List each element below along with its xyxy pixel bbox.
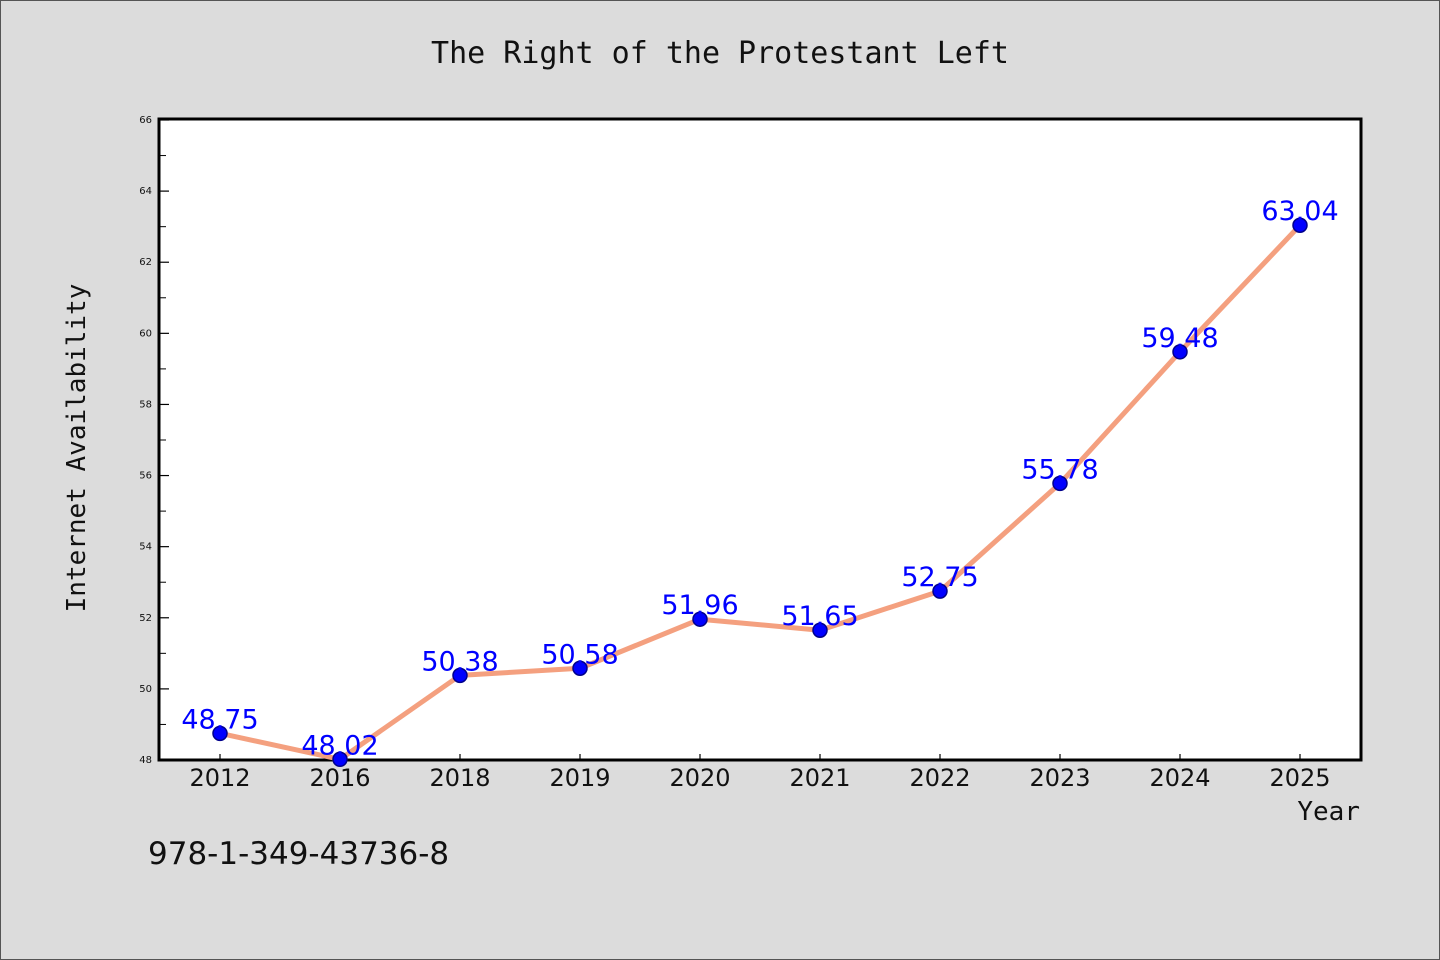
y-tick-label: 66 (139, 115, 152, 126)
data-point (572, 660, 588, 677)
y-tick-label: 50 (139, 684, 152, 695)
x-tick-label: 2012 (189, 764, 250, 792)
x-tick-label: 2019 (549, 764, 610, 792)
data-point (332, 751, 348, 768)
x-tick-label: 2024 (1149, 764, 1210, 792)
y-tick-label: 48 (139, 755, 152, 766)
data-label: 48.75 (181, 704, 258, 735)
y-axis: 48 50 52 54 56 58 60 62 64 66 (139, 115, 169, 766)
y-tick-label: 56 (139, 471, 152, 482)
y-axis-label: Internet Availability (62, 284, 92, 613)
x-tick-label: 2021 (789, 764, 850, 792)
x-tick-label: 2018 (429, 764, 490, 792)
x-tick-label: 2020 (669, 764, 730, 792)
y-tick-label: 60 (139, 328, 152, 339)
footer-isbn: 978-1-349-43736-8 (148, 836, 449, 872)
data-point (932, 583, 948, 599)
chart-title: The Right of the Protestant Left (431, 36, 1009, 71)
data-label: 63.04 (1261, 196, 1338, 227)
series-line-group (217, 222, 1303, 762)
data-point (1292, 217, 1308, 233)
data-point (812, 622, 828, 638)
data-labels-group: 48.75 48.02 50.38 50.58 51.96 51.65 52.75 55.78… (181, 196, 1338, 761)
data-label: 48.02 (301, 730, 378, 761)
x-axis: 2012 2016 2018 2019 2020 2021 2022 2023 2024 2025 (189, 754, 1331, 792)
data-point (1052, 475, 1068, 492)
data-label: 51.65 (781, 601, 858, 632)
x-axis-label: Year (1297, 797, 1360, 827)
x-tick-label: 2023 (1029, 764, 1090, 792)
x-tick-label: 2016 (309, 764, 370, 792)
y-tick-label: 54 (139, 542, 152, 553)
markers-group (212, 217, 1308, 768)
data-point (452, 667, 468, 684)
data-label: 52.75 (901, 562, 978, 593)
x-tick-label: 2025 (1269, 764, 1330, 792)
data-label: 51.96 (661, 590, 738, 621)
plot-area (157, 117, 1363, 762)
data-point (1172, 344, 1188, 360)
data-label: 50.58 (541, 639, 618, 670)
data-label: 50.38 (421, 646, 498, 677)
y-tick-label: 52 (139, 613, 152, 624)
data-point (692, 611, 708, 627)
y-tick-label: 58 (139, 399, 152, 410)
data-point (212, 725, 228, 742)
series-line (217, 222, 1303, 762)
x-tick-label: 2022 (909, 764, 970, 792)
y-tick-label: 64 (139, 186, 152, 197)
data-label: 59.48 (1141, 323, 1218, 354)
y-tick-label: 62 (139, 257, 152, 268)
data-label: 55.78 (1021, 454, 1098, 485)
